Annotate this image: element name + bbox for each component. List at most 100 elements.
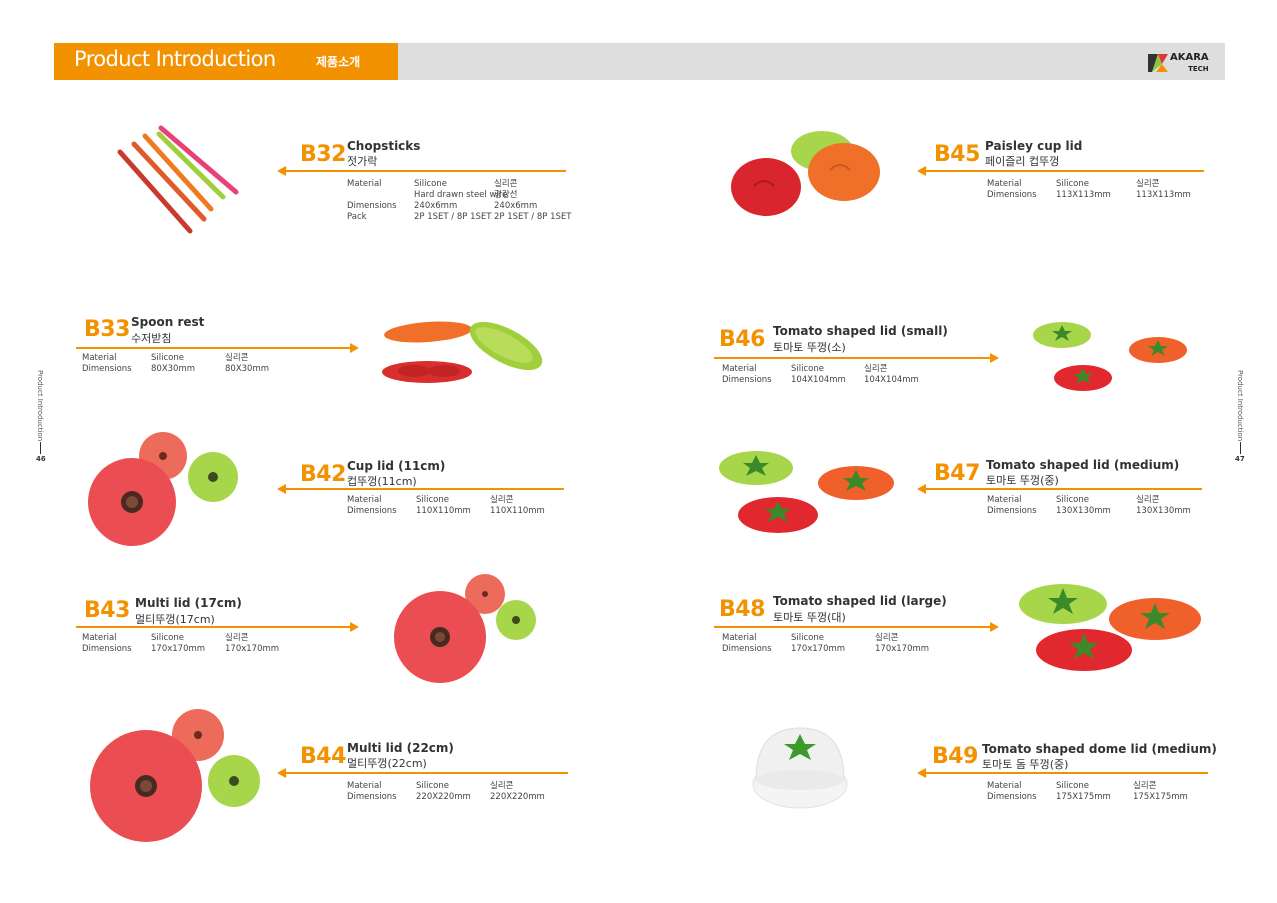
label-pack: Pack [347,212,367,222]
material-ko-b45: 실리콘 [1136,179,1160,189]
label-material: Material [347,179,382,189]
spec-labels-b42: Material Dimensions [347,495,397,517]
paisley-cup-lid-image [731,131,880,216]
material-ko-b43: 실리콘 [225,633,249,643]
spec-labels-b47: Material Dimensions [987,495,1037,517]
dim-b45: 113X113mm [1056,190,1111,200]
material-note-b32: Hard drawn steel wire [414,190,508,200]
dim-b42: 110X110mm [416,506,471,516]
material-ko-b42: 실리콘 [490,495,514,505]
material-b42: Silicone [416,495,449,505]
product-name-ko-b44: 멀티뚜껑(22cm) [347,757,427,770]
product-name-ko-b48: 토마토 뚜껑(대) [773,611,846,624]
page-title: Product Introduction [74,47,276,71]
label-dimensions: Dimensions [722,644,772,654]
dim-ko-b49: 175X175mm [1133,792,1188,802]
spec-values-b48: Silicone 170x170mm [791,633,845,655]
spec-values-b43: Silicone 170x170mm [151,633,205,655]
product-name-b49: Tomato shaped dome lid (medium) [982,742,1217,756]
label-dimensions: Dimensions [347,506,397,516]
material-ko-b32: 실리콘 [494,179,518,189]
product-name-b46: Tomato shaped lid (small) [773,324,948,338]
product-name-b44: Multi lid (22cm) [347,741,454,755]
product-code-b49: B49 [932,744,978,769]
label-material: Material [347,495,382,505]
label-material: Material [987,179,1022,189]
product-name-b33: Spoon rest [131,315,205,329]
arrow-b45 [917,166,1204,176]
product-code-b44: B44 [300,744,346,769]
spec-values-b46: Silicone 104X104mm [791,364,846,386]
arrow-b46 [714,353,999,363]
arrow-b42 [277,484,564,494]
arrow-b47 [917,484,1202,494]
spec-labels-b49: Material Dimensions [987,781,1037,803]
material-b44: Silicone [416,781,449,791]
dim-b48: 170x170mm [791,644,846,654]
dim-b32: 240x6mm [414,201,458,211]
product-code-b33: B33 [84,317,130,342]
logo-text: AKARA TECH [1170,52,1209,75]
tomato-lid-medium-image [719,451,894,533]
dim-b43: 170x170mm [151,644,206,654]
side-label-right: Product Introduction [1236,370,1244,442]
product-name-b48: Tomato shaped lid (large) [773,594,947,608]
label-material: Material [722,364,757,374]
product-name-ko-b47: 토마토 뚜껑(중) [986,474,1059,487]
material-ko-b49: 실리콘 [1133,781,1157,791]
product-name-ko-b46: 토마토 뚜껑(소) [773,341,846,354]
arrow-b43 [76,622,359,632]
spec-values-b44: Silicone 220X220mm [416,781,471,803]
material-b46: Silicone [791,364,824,374]
spec-values-ko-b44: 실리콘 220X220mm [490,781,545,803]
page-marker-right [1240,442,1241,454]
spec-values-b45: Silicone 113X113mm [1056,179,1111,201]
spec-labels-b48: Material Dimensions [722,633,772,655]
page-marker-left [40,442,41,454]
spec-values-b32: Silicone Hard drawn steel wire 240x6mm 2… [414,179,507,223]
label-dimensions: Dimensions [82,364,132,374]
spec-values-ko-b49: 실리콘 175X175mm [1133,781,1188,803]
product-name-ko-b45: 페이즐리 컵뚜껑 [985,155,1060,168]
arrow-b44 [277,768,568,778]
pack-ko-b32: 2P 1SET / 8P 1SET [494,212,572,222]
product-code-b42: B42 [300,462,346,487]
product-code-b43: B43 [84,598,130,623]
spec-labels-b32: Material Dimensions Pack [347,179,397,223]
arrow-b49 [917,768,1208,778]
spec-values-b42: Silicone 110X110mm [416,495,471,517]
label-material: Material [347,781,382,791]
akara-logo-icon [1148,54,1168,72]
spec-values-ko-b47: 실리콘 130X130mm [1136,495,1191,517]
arrow-b48 [714,622,999,632]
multi-lid-17-image [394,574,536,683]
page-number-right: 47 [1235,455,1245,463]
spec-values-ko-b33: 실리콘 80X30mm [225,353,269,375]
dim-b44: 220X220mm [416,792,471,802]
material-ko-b47: 실리콘 [1136,495,1160,505]
tomato-dome-lid-image [752,727,848,809]
dim-b46: 104X104mm [791,375,846,385]
label-dimensions: Dimensions [722,375,772,385]
product-name-ko-b42: 컵뚜껑(11cm) [347,475,417,488]
material-b43: Silicone [151,633,184,643]
spec-values-b47: Silicone 130X130mm [1056,495,1111,517]
label-material: Material [722,633,757,643]
spec-labels-b45: Material Dimensions [987,179,1037,201]
product-code-b45: B45 [934,142,980,167]
material-b32: Silicone [414,179,447,189]
logo-top: AKARA [1170,52,1209,63]
cup-lid-image [88,432,238,546]
spec-labels-b46: Material Dimensions [722,364,772,386]
logo-bottom: TECH [1188,65,1209,73]
product-name-b32: Chopsticks [347,139,421,153]
multi-lid-22-image [90,709,260,842]
dim-b33: 80X30mm [151,364,196,374]
arrow-b32 [277,166,566,176]
material-b33: Silicone [151,353,184,363]
dim-ko-b42: 110X110mm [490,506,545,516]
spec-values-ko-b48: 실리콘 170x170mm [875,633,929,655]
chopsticks-image [117,125,239,234]
side-label-left: Product Introduction [36,370,44,442]
dim-ko-b44: 220X220mm [490,792,545,802]
